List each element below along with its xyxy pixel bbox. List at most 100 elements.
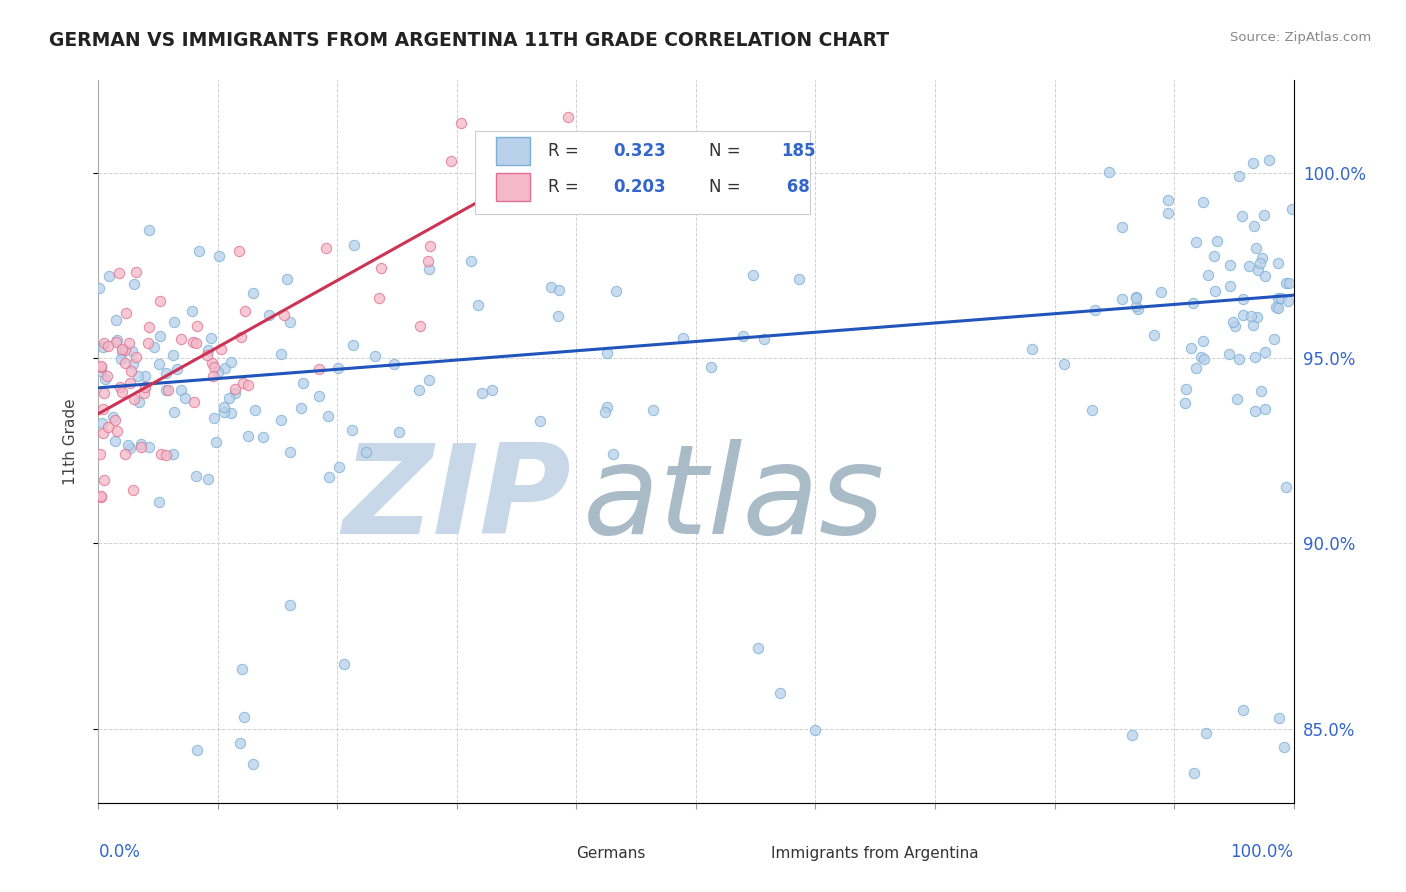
Text: atlas: atlas — [582, 439, 884, 560]
Point — [104, 413, 127, 427]
Point — [114, 447, 136, 461]
Point — [169, 332, 191, 346]
Point — [340, 423, 363, 437]
Point — [97, 420, 120, 434]
Point — [129, 436, 152, 450]
Point — [416, 254, 439, 268]
Point — [170, 383, 193, 397]
Point — [212, 400, 235, 414]
Point — [1156, 193, 1178, 207]
Point — [1206, 234, 1229, 248]
Text: Immigrants from Argentina: Immigrants from Argentina — [772, 846, 979, 861]
Text: ZIP: ZIP — [342, 439, 571, 560]
Point — [149, 447, 172, 461]
Text: Source: ZipAtlas.com: Source: ZipAtlas.com — [1230, 31, 1371, 45]
Point — [111, 345, 134, 359]
Point — [787, 272, 810, 286]
FancyBboxPatch shape — [496, 173, 530, 201]
Point — [115, 306, 138, 320]
Point — [1185, 361, 1208, 376]
Point — [1268, 711, 1291, 725]
Point — [221, 406, 243, 420]
Point — [1240, 309, 1263, 323]
Point — [419, 239, 441, 253]
Point — [110, 352, 132, 367]
Point — [540, 280, 562, 294]
Point — [204, 434, 226, 449]
Point — [122, 357, 145, 371]
Point — [290, 401, 312, 415]
Point — [149, 328, 172, 343]
Point — [90, 364, 112, 378]
Point — [155, 383, 177, 397]
Point — [1180, 341, 1202, 355]
Point — [91, 426, 114, 441]
Point — [308, 389, 330, 403]
Point — [1232, 209, 1254, 223]
Point — [149, 293, 172, 308]
Point — [245, 403, 267, 417]
Point — [90, 490, 112, 504]
Point — [1081, 402, 1104, 417]
Point — [187, 244, 209, 258]
Point — [208, 249, 231, 263]
Point — [134, 380, 156, 394]
Point — [700, 359, 723, 374]
Point — [602, 447, 624, 461]
Point — [1150, 285, 1173, 299]
Point — [1243, 219, 1265, 233]
Point — [1219, 259, 1241, 273]
Point — [155, 366, 177, 380]
Point — [204, 410, 226, 425]
Point — [114, 356, 136, 370]
Point — [1275, 276, 1298, 290]
Point — [672, 331, 695, 345]
Point — [1274, 740, 1296, 755]
Point — [202, 360, 225, 375]
Point — [1098, 165, 1121, 179]
Point — [1189, 351, 1212, 365]
Point — [1243, 351, 1265, 365]
Point — [1241, 156, 1264, 170]
Point — [529, 414, 551, 428]
Point — [1225, 319, 1247, 334]
Point — [238, 429, 260, 443]
Text: R =: R = — [548, 178, 583, 196]
Point — [143, 340, 166, 354]
Point — [354, 444, 377, 458]
Point — [118, 335, 141, 350]
Point — [233, 304, 256, 318]
Point — [804, 723, 827, 737]
Point — [1192, 334, 1215, 348]
Point — [129, 441, 152, 455]
Point — [1254, 401, 1277, 416]
Point — [367, 291, 389, 305]
Point — [93, 473, 115, 487]
Point — [1174, 396, 1197, 410]
Point — [114, 343, 136, 357]
Point — [328, 460, 350, 475]
Point — [557, 111, 579, 125]
Point — [342, 337, 364, 351]
Point — [1143, 327, 1166, 342]
Text: GERMAN VS IMMIGRANTS FROM ARGENTINA 11TH GRADE CORRELATION CHART: GERMAN VS IMMIGRANTS FROM ARGENTINA 11TH… — [49, 31, 890, 50]
FancyBboxPatch shape — [733, 845, 762, 865]
Point — [1202, 249, 1225, 263]
Point — [134, 380, 156, 394]
Point — [1275, 480, 1298, 494]
Point — [1250, 384, 1272, 399]
Point — [242, 286, 264, 301]
Text: N =: N = — [709, 178, 747, 196]
Point — [1195, 725, 1218, 739]
Point — [252, 430, 274, 444]
Point — [1246, 310, 1268, 324]
Y-axis label: 11th Grade: 11th Grade — [63, 398, 77, 485]
Point — [1227, 352, 1250, 367]
Point — [1237, 259, 1260, 273]
Point — [214, 360, 236, 375]
Point — [270, 346, 292, 360]
Point — [111, 385, 134, 400]
Point — [1125, 299, 1147, 313]
Text: Germans: Germans — [576, 846, 645, 861]
FancyBboxPatch shape — [475, 131, 810, 214]
